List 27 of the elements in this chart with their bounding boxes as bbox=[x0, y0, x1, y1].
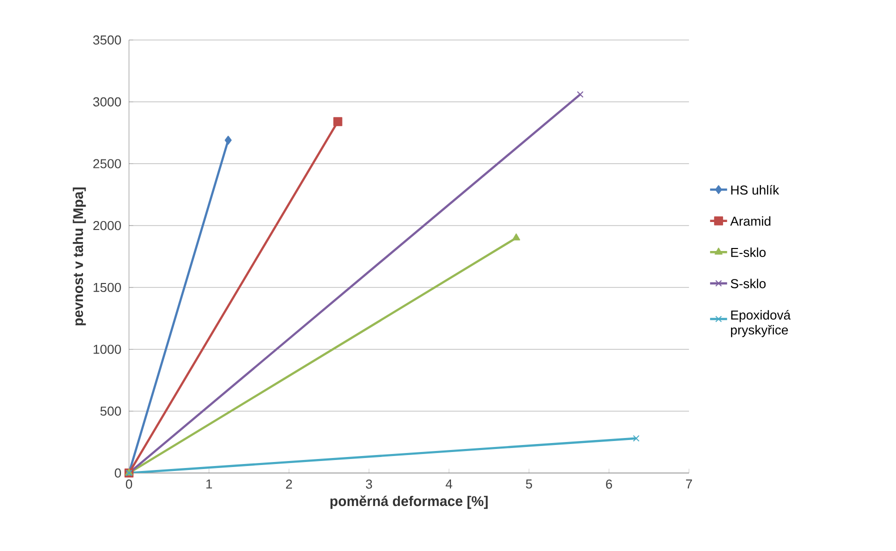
x-axis-title: poměrná deformace [%] bbox=[330, 496, 488, 509]
x-tick-label: 4 bbox=[446, 480, 452, 488]
x-tick-label: 2 bbox=[286, 480, 292, 489]
legend-label: HS uhlík bbox=[731, 184, 780, 195]
x-tick-label: 3 bbox=[366, 480, 372, 489]
legend-label: E-sklo bbox=[731, 248, 766, 258]
y-tick-label: 3000 bbox=[93, 97, 121, 106]
point bbox=[224, 136, 232, 145]
x-tick-label: 5 bbox=[526, 480, 532, 489]
x-tick-label: 6 bbox=[606, 480, 612, 489]
point bbox=[632, 435, 640, 442]
y-tick-label: 1500 bbox=[94, 282, 121, 292]
x-tick-label: 0 bbox=[126, 480, 132, 489]
y-axis-title: pevnost v tahu [Mpa] bbox=[72, 188, 86, 326]
legend-label: S-sklo bbox=[730, 278, 766, 288]
y-tick-label: 1000 bbox=[94, 344, 121, 354]
legend-label: Aramid bbox=[730, 216, 770, 226]
y-tick-label: 0 bbox=[114, 468, 121, 478]
x-tick-label: 7 bbox=[686, 480, 692, 488]
point bbox=[333, 117, 342, 126]
y-tick-label: 2500 bbox=[93, 159, 121, 168]
y-tick-label: 500 bbox=[100, 406, 121, 416]
y-tick-label: 3500 bbox=[93, 35, 121, 45]
x-tick-label: 1 bbox=[206, 480, 212, 488]
point bbox=[576, 91, 584, 98]
legend-label: Epoxidová pryskyřice bbox=[731, 310, 791, 338]
y-tick-label: 2000 bbox=[93, 220, 121, 230]
